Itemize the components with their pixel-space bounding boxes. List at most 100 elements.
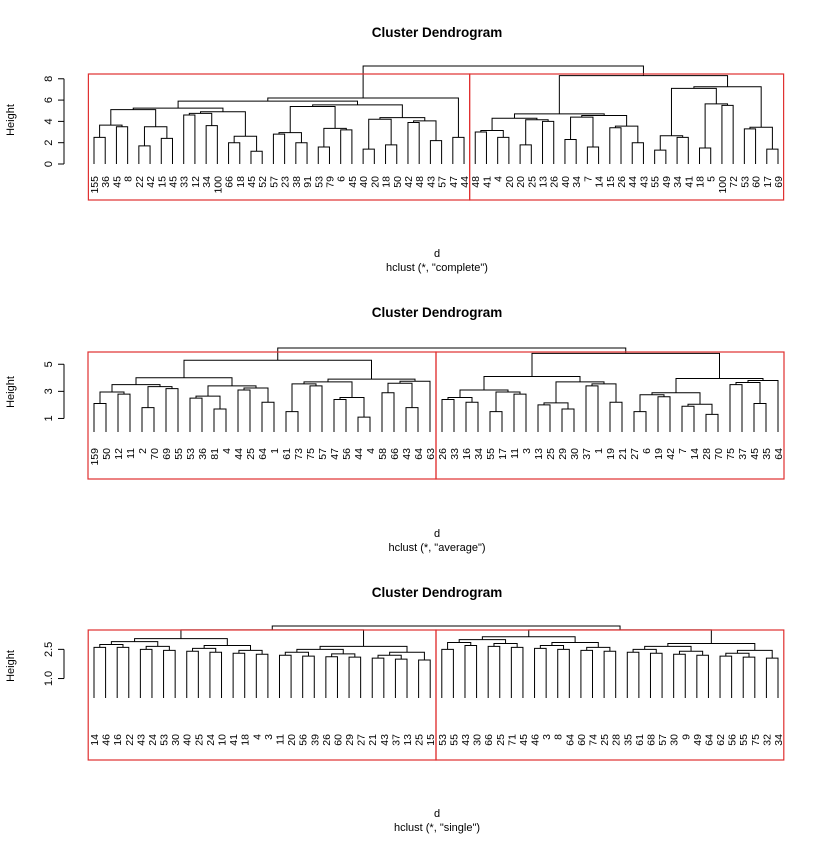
leaf-label: 70: [149, 448, 161, 460]
y-axis-label: Height: [5, 650, 17, 682]
leaf-label: 43: [425, 176, 437, 188]
leaf-label: 11: [509, 448, 521, 459]
leaf-label: 15: [605, 176, 617, 188]
leaf-label: 30: [472, 734, 484, 746]
leaf-label: 45: [749, 448, 761, 460]
dendrogram-branch: [447, 396, 473, 403]
dendrogram-branch: [302, 655, 315, 698]
leaf-label: 75: [750, 734, 762, 746]
leaf-label: 53: [159, 734, 171, 746]
dendrogram-branch: [99, 124, 123, 138]
dendrogram-branch: [141, 407, 155, 432]
leaf-label: 4: [493, 176, 505, 182]
dendrogram-branch: [696, 654, 709, 698]
leaf-label: 55: [448, 734, 460, 746]
leaf-label: 100: [717, 176, 729, 194]
leaf-label: 53: [313, 176, 325, 188]
leaf-label: 32: [761, 734, 773, 746]
dendrogram-branch: [609, 127, 622, 164]
leaf-label: 61: [281, 448, 293, 460]
leaf-label: 64: [257, 448, 269, 460]
leaf-label: 57: [317, 448, 329, 460]
leaf-label: 19: [653, 448, 665, 460]
dendrogram-branch: [296, 648, 344, 654]
leaf-label: 35: [622, 734, 634, 746]
method-subtitle: hclust (*, "single"): [394, 822, 480, 834]
dendrogram-branch: [237, 389, 251, 432]
y-tick-label: 0: [43, 161, 55, 167]
leaf-label: 16: [112, 734, 124, 746]
leaf-label: 56: [298, 734, 310, 746]
dendrogram-branch: [272, 133, 286, 164]
leaf-label: 46: [530, 734, 542, 746]
leaf-label: 50: [392, 176, 404, 188]
leaf-label: 28: [611, 734, 623, 746]
dendrogram-branch: [719, 655, 733, 698]
y-tick-label: 3: [43, 388, 55, 394]
leaf-label: 48: [470, 176, 482, 188]
dendrogram-branch: [543, 402, 569, 409]
leaf-label: 4: [251, 734, 263, 740]
dendrogram-branch: [183, 359, 372, 380]
leaf-label: 57: [657, 734, 669, 746]
dendrogram-branch: [581, 115, 628, 127]
leaf-label: 70: [713, 448, 725, 460]
dendrogram-branch: [340, 129, 353, 164]
dendrogram-branch: [325, 656, 338, 698]
dendrogram-branch: [200, 111, 246, 137]
leaf-label: 3: [541, 734, 553, 740]
y-tick-label: 4: [43, 118, 55, 124]
leaf-label: 79: [324, 176, 336, 188]
leaf-label: 64: [564, 734, 576, 746]
dendrogram-branch: [267, 97, 459, 138]
leaf-label: 14: [689, 448, 701, 460]
leaf-label: 20: [286, 734, 298, 746]
leaf-label: 42: [145, 176, 157, 188]
leaf-label: 40: [182, 734, 194, 746]
leaf-label: 21: [367, 734, 379, 746]
dendrogram-branch: [458, 639, 507, 644]
leaf-label: 57: [268, 176, 280, 188]
dendrogram-branch: [580, 649, 594, 698]
leaf-label: 22: [134, 176, 146, 188]
dendrogram-branch: [633, 411, 647, 432]
dendrogram-branch: [459, 389, 509, 398]
dendrogram-branch: [163, 649, 176, 698]
leaf-label: 56: [341, 448, 353, 460]
dendrogram-branch: [255, 653, 269, 698]
dendrogram-branch: [117, 393, 131, 432]
cluster-rectangle: [435, 351, 785, 480]
leaf-label: 17: [497, 448, 509, 460]
leaf-label: 22: [124, 734, 136, 746]
leaf-label: 60: [332, 734, 344, 746]
leaf-label: 41: [228, 734, 240, 746]
dendrogram-branch: [513, 393, 527, 432]
leaf-label: 9: [680, 734, 692, 740]
leaf-label: 28: [701, 448, 713, 460]
leaf-label: 43: [460, 734, 472, 746]
dendrogram-branch: [441, 648, 454, 698]
dendrogram-branch: [116, 646, 130, 698]
leaf-label: 1: [269, 448, 281, 454]
leaf-label: 14: [89, 734, 101, 746]
dendrogram-branch: [765, 657, 779, 698]
dendrogram-branch: [418, 659, 431, 698]
dendrogram-branch: [766, 148, 779, 164]
dendrogram-branch: [531, 352, 720, 379]
dendrogram-branch: [207, 385, 257, 397]
leaf-label: 25: [245, 448, 257, 460]
y-axis-label: Height: [5, 376, 17, 408]
dendrogram-branch: [585, 385, 599, 432]
dendrogram-branch: [303, 381, 353, 398]
dendrogram-branch: [557, 648, 570, 698]
dendrogram-branch: [586, 146, 600, 164]
dendrogram-branch: [232, 652, 246, 698]
leaf-label: 73: [293, 448, 305, 460]
dendrogram-branch: [489, 411, 503, 432]
dendrogram-branch: [487, 645, 501, 698]
root-branch: [362, 65, 644, 98]
dendrogram-branch: [465, 401, 479, 432]
dendrogram-branch: [519, 144, 532, 164]
leaf-label: 55: [650, 176, 662, 188]
dendrogram-branch: [564, 139, 577, 164]
